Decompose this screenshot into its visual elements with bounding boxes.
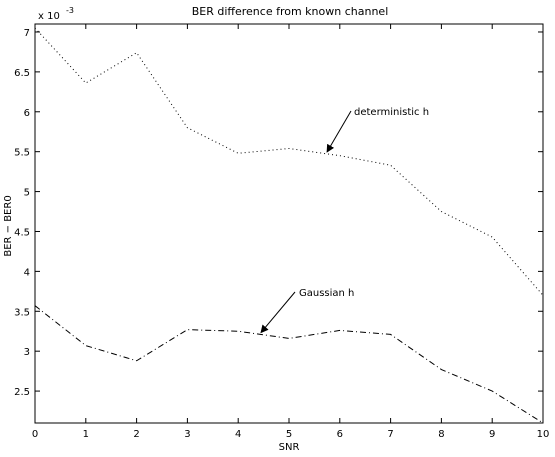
y-axis-ticks: 2.5 3 3.5 4 4.5 5 5.5 6 6.5 7 [14, 28, 543, 398]
y-axis-exponent: x 10 -3 [38, 6, 74, 22]
x-tick-label: 9 [489, 429, 495, 440]
annotation-label: deterministic h [354, 107, 429, 118]
chart-title: BER difference from known channel [192, 5, 389, 18]
y-tick-label: 2.5 [14, 387, 30, 398]
y-tick-label: 4.5 [14, 227, 30, 238]
x-tick-label: 6 [337, 429, 343, 440]
x-tick-label: 8 [438, 429, 444, 440]
x-tick-label: 4 [235, 429, 241, 440]
annotation-arrow [326, 110, 352, 153]
x-axis-ticks: 0 1 2 3 4 5 6 7 8 9 10 [32, 24, 550, 440]
y-tick-label: 3 [24, 347, 30, 358]
x-tick-label: 0 [32, 429, 38, 440]
y-tick-label: 3.5 [14, 307, 30, 318]
y-tick-label: 6 [24, 108, 30, 119]
series-layer [34, 27, 544, 424]
y-tick-label: 5.5 [14, 148, 30, 159]
y-tick-label: 6.5 [14, 68, 30, 79]
annotation-arrow [260, 291, 296, 334]
x-tick-label: 2 [133, 429, 139, 440]
x-tick-label: 3 [184, 429, 190, 440]
y-tick-label: 7 [24, 28, 30, 39]
annotation-layer: deterministic h Gaussian h [260, 107, 429, 334]
annotation-label: Gaussian h [299, 288, 354, 299]
series-line-deterministic-h [34, 27, 544, 296]
y-exponent-power: -3 [66, 6, 74, 15]
y-axis-label: BER − BER0 [3, 195, 14, 256]
x-axis-label: SNR [279, 442, 300, 453]
series-line-gaussian-h [34, 305, 544, 424]
x-tick-label: 5 [286, 429, 292, 440]
y-tick-label: 4 [24, 267, 30, 278]
x-tick-label: 7 [387, 429, 393, 440]
y-tick-label: 5 [24, 188, 30, 199]
plot-area-frame [34, 23, 544, 424]
y-exponent-base: x 10 [38, 11, 60, 22]
x-tick-label: 10 [537, 429, 550, 440]
x-tick-label: 1 [83, 429, 89, 440]
